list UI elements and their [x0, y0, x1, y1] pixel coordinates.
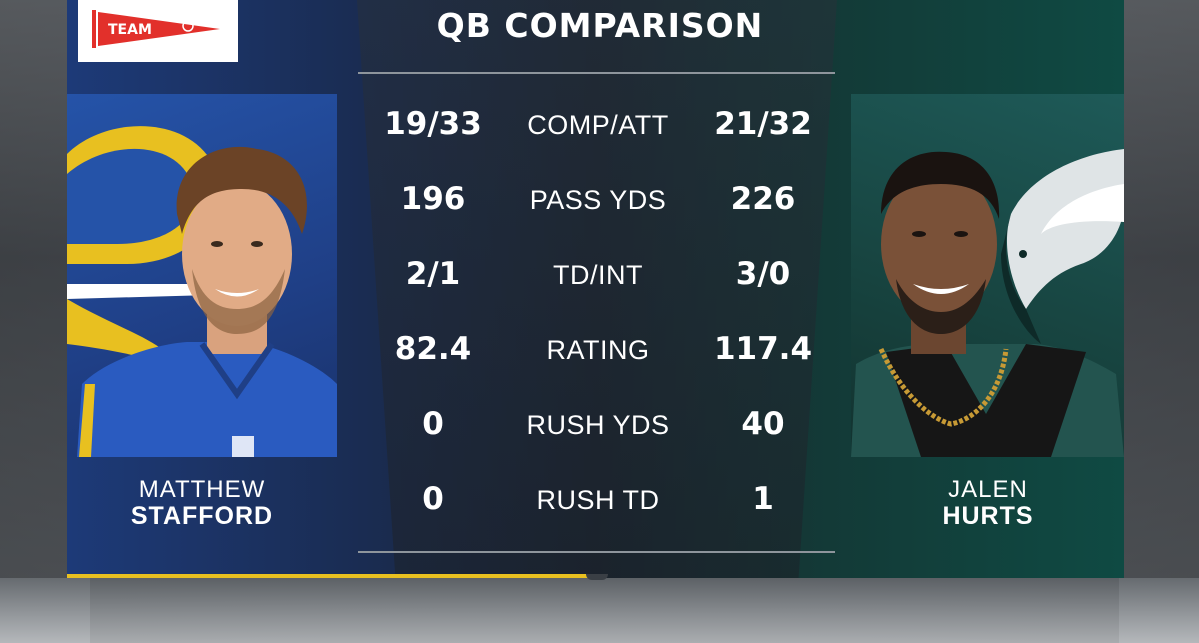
player-first-name: MATTHEW [138, 476, 266, 503]
stat-left-value: 82.4 [394, 331, 472, 367]
stat-label: PASS YDS [529, 185, 667, 215]
stat-right-value: 1 [752, 481, 774, 517]
player-last-name: STAFFORD [130, 502, 274, 530]
accent-bar-tip [586, 574, 608, 580]
player-silhouette-icon [77, 146, 337, 457]
stat-right-value: 3/0 [735, 256, 791, 292]
stat-right-value: 117.4 [713, 331, 813, 367]
stat-label: TD/INT [553, 260, 643, 290]
stat-label: RUSH YDS [526, 410, 670, 440]
network-logo: TEAM [78, 0, 238, 62]
background-right [1119, 0, 1199, 643]
stat-label: RUSH TD [536, 485, 660, 515]
player-first-name: JALEN [948, 476, 1028, 503]
eagles-logo-icon [1001, 149, 1124, 344]
pennant-icon: TEAM [92, 10, 220, 48]
divider-bottom [358, 551, 835, 553]
stat-row-pass-yds: 196 PASS YDS 226 [358, 181, 835, 221]
player-photo-right [851, 94, 1124, 457]
progress-accent-bar [67, 574, 592, 578]
stat-left-value: 0 [422, 481, 444, 517]
stat-right-value: 21/32 [714, 106, 812, 142]
player-last-name: HURTS [942, 502, 1034, 530]
stat-left-value: 196 [400, 181, 466, 217]
divider-top [358, 72, 835, 74]
stat-left-value: 0 [422, 406, 444, 442]
stat-left-value: 19/33 [384, 106, 482, 142]
background-bottom [0, 578, 1199, 643]
page-title: QB COMPARISON [436, 6, 764, 45]
stat-row-rush-yds: 0 RUSH YDS 40 [358, 406, 835, 446]
player-name-left: MATTHEW STAFFORD [92, 476, 312, 530]
stat-left-value: 2/1 [405, 256, 461, 292]
player-silhouette-icon [851, 151, 1124, 457]
player-name-right: JALEN HURTS [878, 476, 1098, 530]
stat-label: RATING [546, 335, 650, 365]
panel-center-band [357, 0, 837, 578]
stat-row-rating: 82.4 RATING 117.4 [358, 331, 835, 371]
stat-row-comp-att: 19/33 COMP/ATT 21/32 [358, 106, 835, 146]
logo-text: TEAM [108, 22, 152, 38]
stat-row-td-int: 2/1 TD/INT 3/0 [358, 256, 835, 296]
stat-label: COMP/ATT [527, 110, 669, 140]
stat-right-value: 40 [741, 406, 785, 442]
player-photo-left [67, 94, 337, 457]
stat-row-rush-td: 0 RUSH TD 1 [358, 481, 835, 521]
stat-right-value: 226 [730, 181, 796, 217]
